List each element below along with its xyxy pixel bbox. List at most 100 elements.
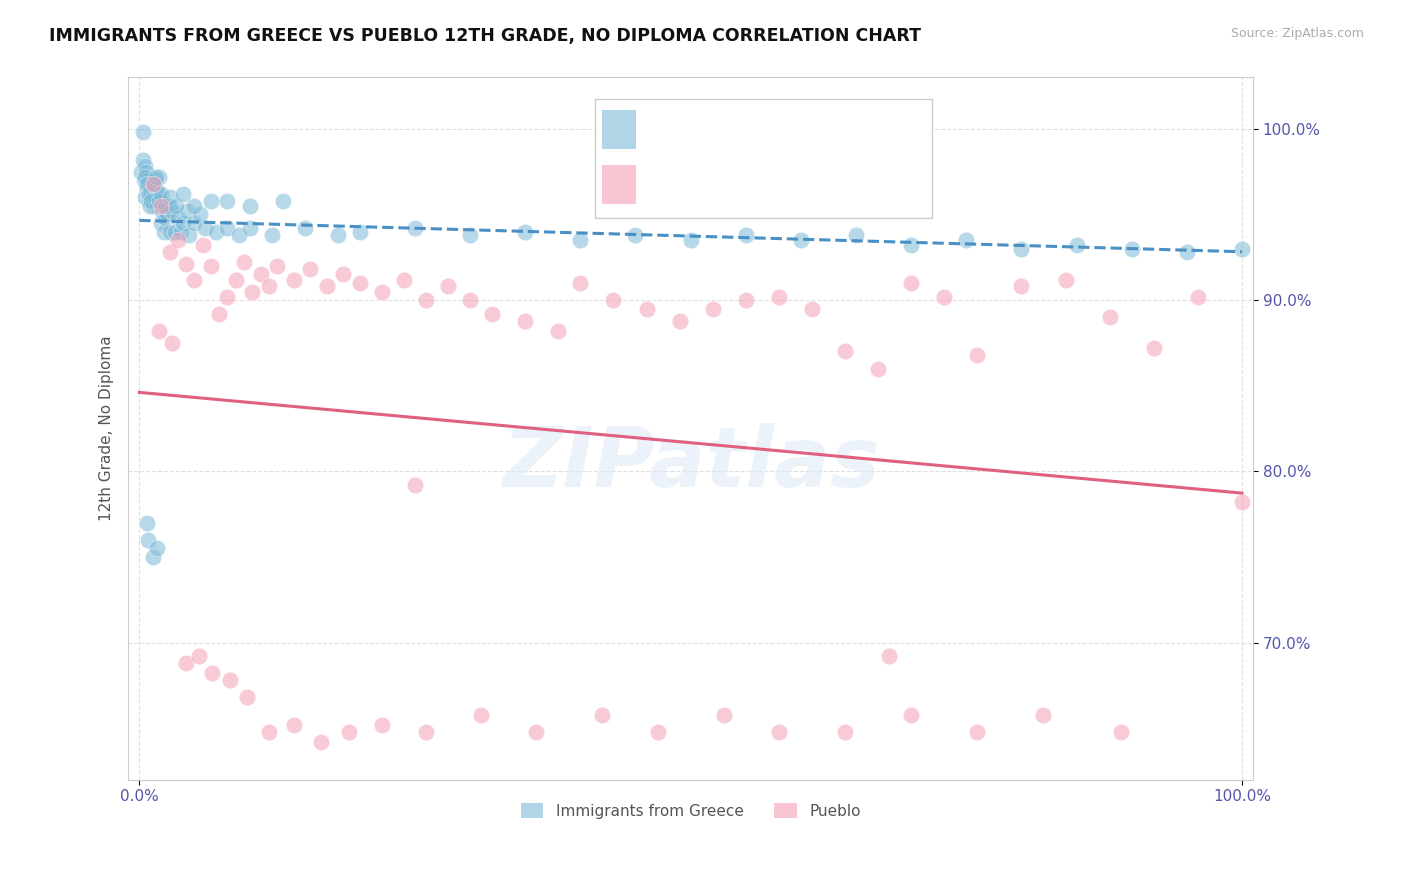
Point bbox=[337, 724, 360, 739]
Point bbox=[162, 204, 184, 219]
Point bbox=[1175, 245, 1198, 260]
Point bbox=[458, 227, 481, 242]
Point bbox=[131, 153, 153, 167]
Point bbox=[458, 293, 481, 307]
Point bbox=[172, 186, 194, 201]
Point bbox=[183, 216, 205, 230]
Point bbox=[170, 225, 193, 239]
Point bbox=[176, 204, 198, 219]
Point bbox=[332, 268, 354, 282]
Point bbox=[141, 549, 163, 564]
Y-axis label: 12th Grade, No Diploma: 12th Grade, No Diploma bbox=[100, 335, 114, 521]
Point bbox=[136, 516, 159, 530]
Point bbox=[238, 221, 260, 235]
Point bbox=[187, 649, 209, 664]
Point bbox=[834, 344, 856, 359]
Point bbox=[148, 169, 170, 184]
Point bbox=[349, 225, 371, 239]
Point bbox=[135, 164, 157, 178]
Point bbox=[145, 182, 167, 196]
Point bbox=[647, 724, 669, 739]
Point bbox=[153, 199, 176, 213]
Point bbox=[1098, 310, 1121, 325]
Point bbox=[146, 199, 169, 213]
Point bbox=[768, 724, 790, 739]
Point bbox=[1109, 724, 1132, 739]
Point bbox=[309, 735, 332, 749]
Point bbox=[136, 186, 159, 201]
Point bbox=[233, 255, 256, 269]
Point bbox=[162, 335, 184, 350]
Point bbox=[404, 221, 426, 235]
Point bbox=[734, 293, 756, 307]
Point bbox=[139, 199, 162, 213]
Point bbox=[283, 718, 305, 732]
Point bbox=[392, 272, 415, 286]
Point bbox=[136, 182, 159, 196]
Point bbox=[163, 225, 186, 239]
Point bbox=[201, 666, 224, 681]
Point bbox=[966, 724, 988, 739]
Point bbox=[768, 290, 790, 304]
Point bbox=[159, 225, 181, 239]
Point bbox=[141, 199, 163, 213]
Text: Source: ZipAtlas.com: Source: ZipAtlas.com bbox=[1230, 27, 1364, 40]
Point bbox=[834, 724, 856, 739]
Point bbox=[1121, 242, 1143, 256]
Point bbox=[146, 186, 169, 201]
Point bbox=[131, 125, 153, 139]
Point bbox=[159, 190, 181, 204]
Point bbox=[177, 227, 200, 242]
Point bbox=[238, 199, 260, 213]
Point bbox=[636, 301, 658, 316]
Point bbox=[259, 279, 281, 293]
Point bbox=[132, 173, 155, 187]
Point bbox=[145, 194, 167, 208]
Point bbox=[1054, 272, 1077, 286]
Point bbox=[183, 199, 205, 213]
Point bbox=[152, 204, 174, 219]
Point bbox=[194, 221, 217, 235]
Point bbox=[900, 707, 922, 722]
Point bbox=[138, 194, 160, 208]
Point bbox=[152, 225, 174, 239]
Point bbox=[437, 279, 460, 293]
Point bbox=[668, 313, 690, 327]
Point bbox=[141, 177, 163, 191]
Point bbox=[134, 190, 156, 204]
Point bbox=[470, 707, 492, 722]
Point bbox=[134, 169, 156, 184]
Point bbox=[136, 533, 159, 547]
Point bbox=[141, 177, 163, 191]
Point bbox=[702, 301, 724, 316]
Point bbox=[934, 290, 956, 304]
Point bbox=[142, 186, 165, 201]
Point bbox=[134, 160, 156, 174]
Point bbox=[225, 272, 247, 286]
Point bbox=[172, 216, 194, 230]
Point bbox=[1187, 290, 1209, 304]
Point bbox=[131, 164, 153, 178]
Point bbox=[734, 227, 756, 242]
Point bbox=[266, 259, 288, 273]
Point bbox=[260, 227, 283, 242]
Point bbox=[183, 272, 205, 286]
Point bbox=[326, 227, 349, 242]
Point bbox=[259, 724, 281, 739]
Text: IMMIGRANTS FROM GREECE VS PUEBLO 12TH GRADE, NO DIPLOMA CORRELATION CHART: IMMIGRANTS FROM GREECE VS PUEBLO 12TH GR… bbox=[49, 27, 921, 45]
Point bbox=[146, 541, 169, 556]
Point bbox=[167, 211, 190, 225]
Point bbox=[1230, 495, 1253, 509]
Point bbox=[188, 207, 211, 221]
Point bbox=[1143, 341, 1166, 355]
Point bbox=[1230, 242, 1253, 256]
Point bbox=[165, 199, 187, 213]
Point bbox=[240, 285, 263, 299]
Point bbox=[236, 690, 259, 705]
Point bbox=[159, 245, 181, 260]
Point bbox=[217, 194, 239, 208]
Point bbox=[143, 173, 166, 187]
Point bbox=[966, 348, 988, 362]
Point bbox=[515, 313, 537, 327]
Point bbox=[515, 225, 537, 239]
